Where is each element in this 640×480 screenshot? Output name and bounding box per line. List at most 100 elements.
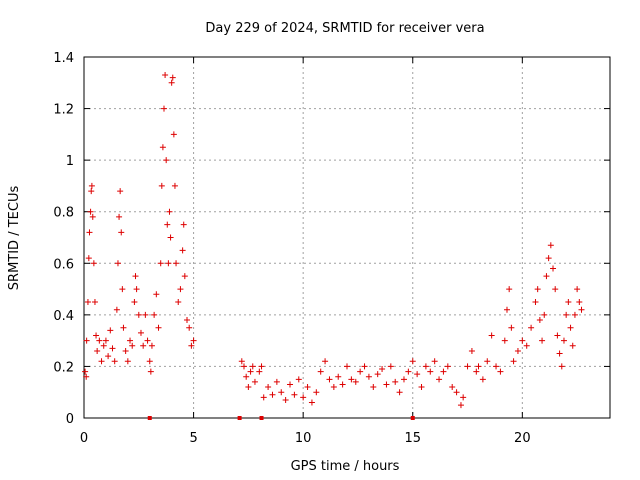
data-points xyxy=(82,72,585,409)
data-point xyxy=(96,337,103,344)
data-point xyxy=(550,265,557,272)
data-point xyxy=(118,229,125,236)
data-point xyxy=(180,221,187,228)
data-point xyxy=(335,373,342,380)
data-point xyxy=(269,391,276,398)
data-point xyxy=(479,376,486,383)
data-point xyxy=(113,306,120,313)
data-point xyxy=(258,363,265,370)
y-tick-label: 0.8 xyxy=(53,206,74,221)
data-point xyxy=(247,368,254,375)
data-point xyxy=(304,384,311,391)
data-point xyxy=(186,324,193,331)
data-point xyxy=(352,378,359,385)
data-point xyxy=(133,286,140,293)
data-point xyxy=(418,384,425,391)
data-point xyxy=(181,273,188,280)
data-point xyxy=(117,188,124,195)
data-point xyxy=(427,368,434,375)
data-point xyxy=(556,350,563,357)
data-point xyxy=(98,358,105,365)
data-point xyxy=(93,332,100,339)
data-point xyxy=(541,311,548,318)
data-point xyxy=(396,389,403,396)
data-point xyxy=(361,363,368,370)
data-point xyxy=(508,324,515,331)
data-point xyxy=(171,182,178,189)
zero-markers xyxy=(147,416,415,420)
data-point xyxy=(140,342,147,349)
data-point xyxy=(387,363,394,370)
data-point xyxy=(122,347,129,354)
data-point xyxy=(348,376,355,383)
data-point xyxy=(114,260,121,267)
data-point xyxy=(188,342,195,349)
data-point xyxy=(453,389,460,396)
data-point xyxy=(157,260,164,267)
data-point xyxy=(528,324,535,331)
data-point xyxy=(554,332,561,339)
data-point xyxy=(552,286,559,293)
data-point xyxy=(344,363,350,370)
y-tick-label: 1 xyxy=(66,154,74,169)
data-point xyxy=(119,286,126,293)
data-point xyxy=(131,298,138,305)
data-point xyxy=(86,229,93,236)
data-point xyxy=(563,311,570,318)
data-point xyxy=(265,384,272,391)
data-point xyxy=(168,79,175,86)
data-point xyxy=(166,208,173,215)
data-point xyxy=(240,363,247,370)
data-point xyxy=(146,358,153,365)
data-point xyxy=(184,317,191,324)
data-point xyxy=(165,260,172,267)
data-point xyxy=(560,337,567,344)
data-point xyxy=(245,384,252,391)
data-point xyxy=(370,384,377,391)
data-point xyxy=(532,298,539,305)
data-point xyxy=(162,72,169,79)
data-point xyxy=(91,298,98,305)
data-point xyxy=(379,366,386,373)
data-point xyxy=(147,368,154,375)
x-tick-label: 15 xyxy=(404,431,421,446)
data-point xyxy=(164,221,171,228)
data-point xyxy=(567,324,574,331)
data-point xyxy=(510,358,517,365)
data-point xyxy=(173,260,180,267)
y-tick-label: 0.6 xyxy=(53,257,74,272)
data-point xyxy=(436,376,443,383)
data-point xyxy=(256,368,263,375)
data-point xyxy=(514,347,521,354)
grid-lines xyxy=(84,57,610,418)
data-point xyxy=(457,402,464,409)
data-point xyxy=(282,396,289,403)
data-point xyxy=(105,353,112,360)
data-point xyxy=(444,363,451,370)
data-point xyxy=(565,298,572,305)
data-point xyxy=(547,242,554,249)
data-point xyxy=(155,324,162,331)
data-point xyxy=(405,368,412,375)
data-point xyxy=(473,368,480,375)
y-tick-label: 0.4 xyxy=(53,309,74,324)
data-point xyxy=(90,260,97,267)
data-point xyxy=(167,234,174,241)
data-point xyxy=(159,144,166,151)
data-point xyxy=(460,394,467,401)
data-point xyxy=(576,298,583,305)
data-point xyxy=(278,389,285,396)
data-point xyxy=(127,337,134,344)
data-point xyxy=(365,373,372,380)
data-point xyxy=(83,373,90,380)
data-point xyxy=(129,342,136,349)
data-point xyxy=(519,337,526,344)
data-point xyxy=(88,188,95,195)
data-point xyxy=(243,373,250,380)
data-point xyxy=(431,358,438,365)
data-point xyxy=(169,74,176,81)
data-point xyxy=(89,213,96,220)
data-point xyxy=(497,368,504,375)
data-point xyxy=(464,363,471,370)
